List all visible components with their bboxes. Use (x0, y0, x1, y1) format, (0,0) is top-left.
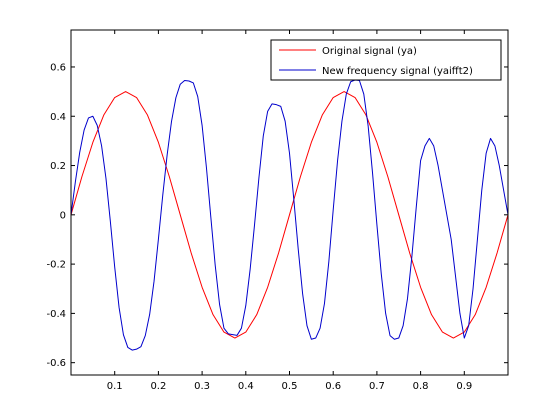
y-tick-label: 0.2 (50, 161, 66, 172)
y-tick-label: 0.6 (50, 62, 66, 73)
series-line-new (70, 79, 509, 351)
x-tick-label: 0.8 (413, 381, 429, 392)
tick-layer: 0.1 0.2 0.3 0.4 0.5 0.6 0.7 0.8 0.9 -0.6 -0.4 -0.2 0… (46, 30, 508, 392)
x-tick-label: 0.5 (282, 381, 298, 392)
legend-label-new: New frequency signal (yaifft2) (322, 66, 473, 77)
y-tick-label: -0.2 (46, 260, 66, 271)
x-tick-label: 0.3 (194, 381, 210, 392)
plot-frame (70, 29, 509, 376)
x-tick-label: 0.2 (150, 381, 166, 392)
y-tick-label: 0 (60, 210, 66, 221)
legend-box (270, 39, 502, 81)
x-tick-label: 0.7 (369, 381, 385, 392)
x-tick-label: 0.4 (238, 381, 254, 392)
plot-area (71, 30, 508, 375)
x-tick-label: 0.6 (325, 381, 341, 392)
y-tick-label: -0.4 (46, 309, 66, 320)
legend-label-original: Original signal (ya) (322, 46, 417, 57)
series-line-original (70, 91, 509, 339)
y-tick-label: -0.6 (46, 358, 66, 369)
y-tick-label: 0.4 (50, 112, 66, 123)
series-layer (70, 79, 509, 351)
x-tick-label: 0.9 (456, 381, 472, 392)
x-tick-label: 0.1 (107, 381, 123, 392)
legend: Original signal (ya) New frequency signa… (270, 39, 502, 81)
